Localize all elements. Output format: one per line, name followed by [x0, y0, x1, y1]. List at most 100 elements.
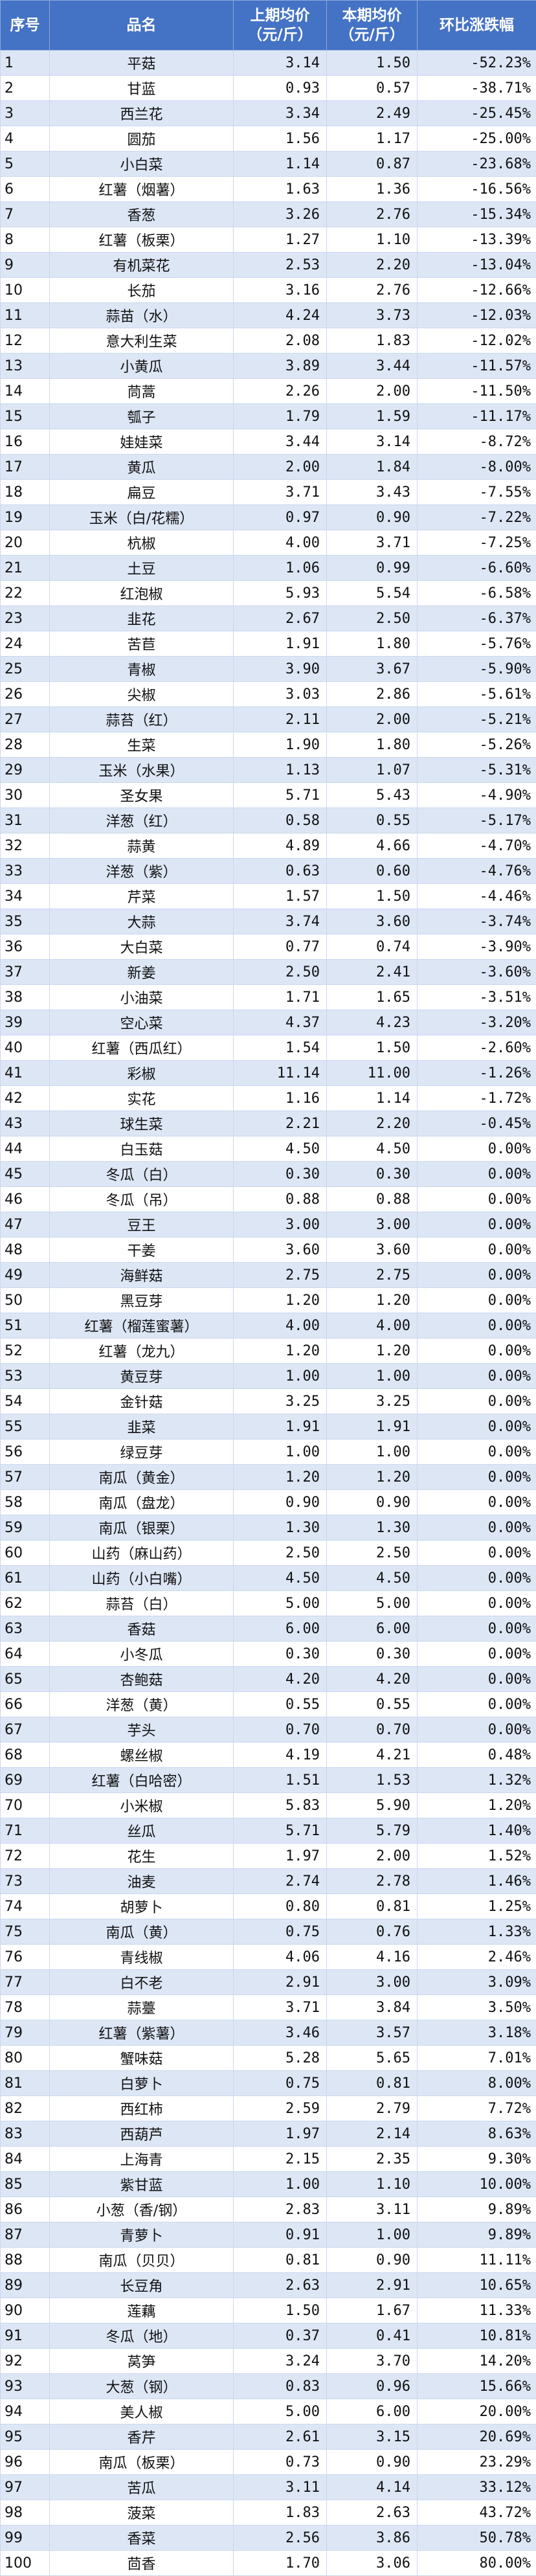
cell-index: 65 [1, 1667, 50, 1692]
cell-curr-price: 3.06 [327, 2551, 418, 2576]
cell-index: 69 [1, 1768, 50, 1793]
cell-change: 1.25% [418, 1894, 536, 1919]
cell-change: 50.78% [418, 2525, 536, 2551]
cell-index: 51 [1, 1313, 50, 1339]
cell-index: 74 [1, 1894, 50, 1919]
cell-prev-price: 3.11 [234, 2475, 327, 2500]
cell-change: 0.00% [418, 1339, 536, 1364]
cell-name: 平菇 [50, 51, 234, 76]
cell-change: 0.00% [418, 1136, 536, 1162]
cell-change: 20.69% [418, 2424, 536, 2450]
cell-curr-price: 1.14 [327, 1086, 418, 1111]
cell-name: 青萝卜 [50, 2222, 234, 2248]
cell-index: 41 [1, 1061, 50, 1086]
cell-change: -3.90% [418, 934, 536, 960]
cell-prev-price: 1.20 [234, 1465, 327, 1490]
cell-curr-price: 3.60 [327, 909, 418, 934]
cell-name: 洋葱（黄） [50, 1692, 234, 1717]
cell-curr-price: 0.90 [327, 2248, 418, 2273]
cell-change: -5.61% [418, 682, 536, 707]
cell-curr-price: 5.65 [327, 2046, 418, 2071]
cell-curr-price: 2.20 [327, 253, 418, 278]
cell-name: 西红柿 [50, 2096, 234, 2121]
cell-name: 南瓜（板栗） [50, 2450, 234, 2475]
cell-index: 34 [1, 884, 50, 909]
cell-index: 62 [1, 1591, 50, 1616]
cell-prev-price: 2.11 [234, 707, 327, 732]
cell-prev-price: 1.70 [234, 2551, 327, 2576]
cell-index: 96 [1, 2450, 50, 2475]
cell-change: 33.12% [418, 2475, 536, 2500]
cell-name: 小油菜 [50, 985, 234, 1010]
cell-index: 40 [1, 1035, 50, 1061]
cell-name: 蒜黄 [50, 833, 234, 859]
cell-change: 0.48% [418, 1743, 536, 1768]
cell-change: -11.57% [418, 354, 536, 379]
cell-index: 23 [1, 606, 50, 631]
cell-curr-price: 2.41 [327, 960, 418, 985]
cell-index: 17 [1, 455, 50, 480]
cell-change: 9.89% [418, 2197, 536, 2222]
cell-name: 南瓜（贝贝） [50, 2248, 234, 2273]
cell-curr-price: 0.88 [327, 1187, 418, 1212]
cell-index: 37 [1, 960, 50, 985]
cell-curr-price: 0.60 [327, 859, 418, 884]
cell-name: 油麦 [50, 1869, 234, 1894]
cell-name: 实花 [50, 1086, 234, 1111]
cell-change: 3.18% [418, 2020, 536, 2046]
cell-curr-price: 2.14 [327, 2121, 418, 2147]
cell-curr-price: 5.43 [327, 783, 418, 808]
cell-change: -6.60% [418, 556, 536, 581]
cell-index: 10 [1, 278, 50, 303]
cell-change: 0.00% [418, 1692, 536, 1717]
cell-name: 豆王 [50, 1212, 234, 1237]
cell-prev-price: 0.30 [234, 1162, 327, 1187]
cell-index: 67 [1, 1717, 50, 1743]
cell-curr-price: 1.50 [327, 1035, 418, 1061]
cell-curr-price: 1.10 [327, 227, 418, 253]
cell-change: -8.00% [418, 455, 536, 480]
cell-change: 0.00% [418, 1263, 536, 1288]
cell-prev-price: 3.26 [234, 202, 327, 227]
cell-prev-price: 1.57 [234, 884, 327, 909]
cell-name: 扁豆 [50, 480, 234, 505]
cell-change: -25.00% [418, 126, 536, 152]
cell-index: 11 [1, 303, 50, 328]
cell-index: 31 [1, 808, 50, 833]
cell-curr-price: 4.14 [327, 2475, 418, 2500]
cell-curr-price: 1.80 [327, 631, 418, 657]
cell-index: 92 [1, 2349, 50, 2374]
cell-prev-price: 0.77 [234, 934, 327, 960]
cell-change: 0.00% [418, 1616, 536, 1642]
cell-index: 73 [1, 1869, 50, 1894]
cell-change: 10.65% [418, 2273, 536, 2298]
cell-prev-price: 1.79 [234, 404, 327, 429]
cell-prev-price: 2.59 [234, 2096, 327, 2121]
cell-prev-price: 5.00 [234, 2399, 327, 2424]
cell-name: 蟹味菇 [50, 2046, 234, 2071]
cell-index: 53 [1, 1364, 50, 1389]
cell-prev-price: 1.91 [234, 631, 327, 657]
cell-name: 娃娃菜 [50, 429, 234, 455]
cell-index: 46 [1, 1187, 50, 1212]
cell-name: 杭椒 [50, 530, 234, 556]
cell-name: 蒜苗（水） [50, 303, 234, 328]
cell-name: 香芹 [50, 2424, 234, 2450]
cell-name: 蒜薹 [50, 1995, 234, 2020]
cell-change: -23.68% [418, 152, 536, 177]
cell-name: 丝瓜 [50, 1818, 234, 1844]
cell-curr-price: 2.86 [327, 682, 418, 707]
cell-index: 1 [1, 51, 50, 76]
